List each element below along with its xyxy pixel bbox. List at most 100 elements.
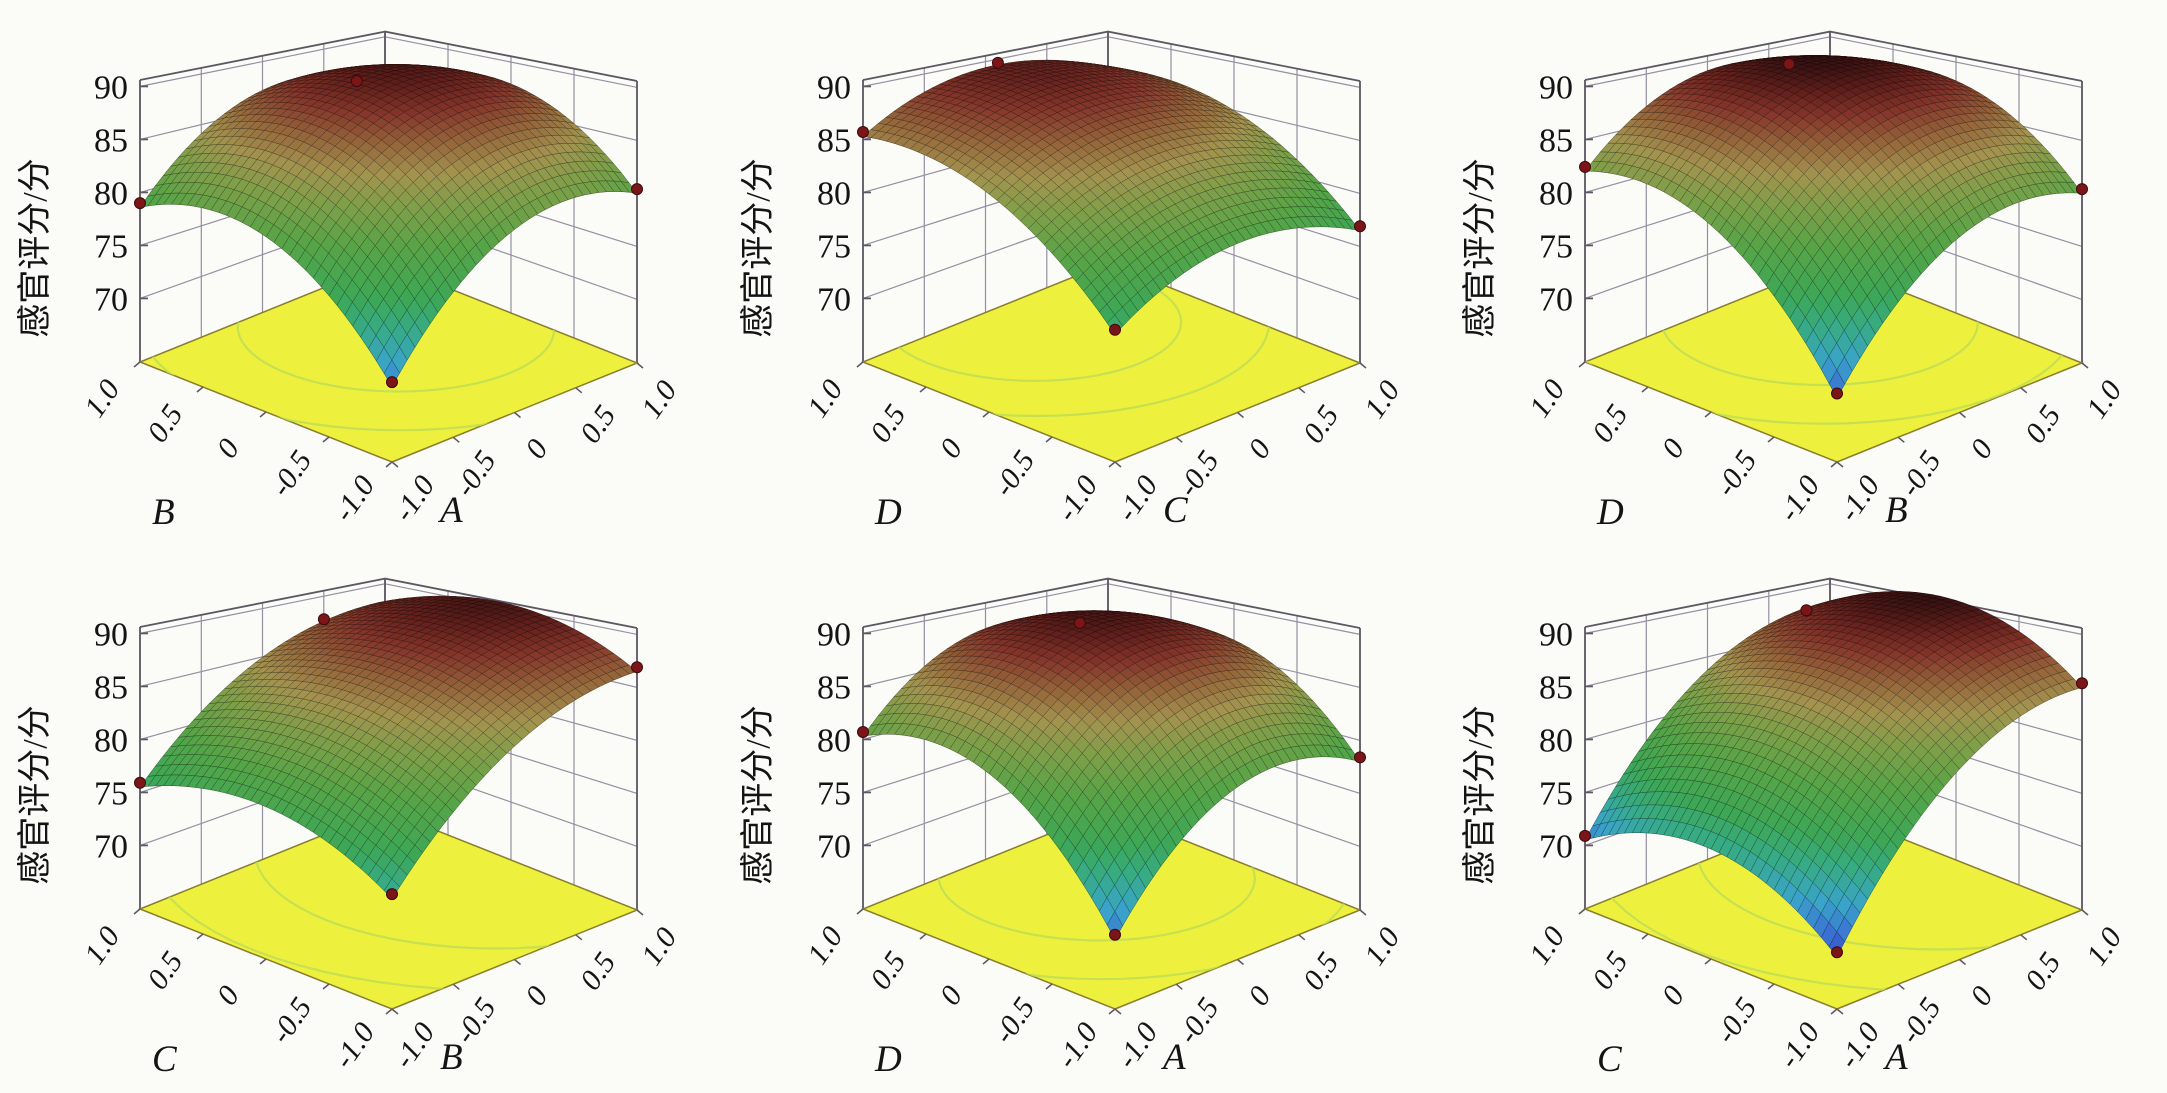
z-tick-label: 80: [94, 722, 128, 759]
design-points: [134, 75, 643, 389]
y-tick-label: -1.0: [1050, 1017, 1104, 1075]
design-point: [2076, 183, 2088, 196]
surface-plot-top-right: 70 75 80 85 90 1.0 -1.0 0.5 -0.5 0 0 -0.5 0.5 -1.0 1.0…: [1445, 0, 2167, 546]
design-point: [1073, 617, 1086, 629]
z-tick-label: 75: [817, 775, 851, 812]
x-axis-letter: B: [440, 1037, 463, 1078]
x-tick-label: -1.0: [1110, 470, 1164, 528]
x-tick-label: -1.0: [1832, 470, 1886, 528]
z-tick-label: 85: [817, 669, 851, 706]
y-tick-label: 0.5: [1586, 946, 1635, 996]
x-axis-letter: A: [437, 490, 463, 531]
x-axis-letter: A: [1160, 1037, 1186, 1078]
surface-plot-top-middle: 70 75 80 85 90 1.0 -1.0 0.5 -0.5 0 0 -0.5 0.5 -1.0 1.0…: [723, 0, 1445, 546]
z-axis: 70 75 80 85 90: [817, 616, 871, 865]
y-axis-letter: D: [874, 1039, 902, 1080]
x-axis-letter: B: [1885, 490, 1908, 531]
y-tick-label: 0: [933, 980, 969, 1011]
design-points: [857, 617, 1366, 941]
z-tick-label: 75: [817, 228, 851, 265]
y-tick-label: -0.5: [1709, 992, 1763, 1050]
x-tick-label: 1.0: [635, 375, 684, 425]
surface-mesh: [139, 595, 638, 899]
z-tick-label: 80: [94, 175, 128, 212]
design-point: [857, 126, 869, 138]
z-tick-label: 70: [817, 281, 851, 318]
surface-mesh: [1584, 55, 2083, 399]
x-axis-letter: A: [1882, 1037, 1908, 1078]
x-tick-label: 0: [1242, 980, 1278, 1011]
z-tick-label: 70: [817, 828, 851, 865]
surface-mesh: [1584, 591, 2083, 958]
y-tick-label: 0.5: [864, 946, 913, 996]
design-point: [1579, 829, 1591, 842]
x-tick-label: 0.5: [2019, 947, 2068, 997]
z-tick-label: 70: [94, 281, 128, 318]
surface-plot-bottom-middle: 70 75 80 85 90 1.0 -1.0 0.5 -0.5 0 0 -0.5 0.5 -1.0 1.0…: [723, 547, 1445, 1093]
design-points: [857, 56, 1366, 336]
design-point: [2076, 677, 2088, 690]
x-tick-label: 0.5: [574, 400, 623, 450]
design-point: [386, 376, 398, 389]
y-tick-label: 0.5: [864, 399, 913, 449]
z-tick-label: 70: [94, 828, 128, 865]
y-tick-label: 1.0: [78, 921, 127, 971]
x-axis-letter: C: [1163, 490, 1189, 531]
design-point: [1800, 604, 1813, 617]
z-tick-label: 85: [94, 122, 128, 159]
x-tick-label: 1.0: [1358, 375, 1407, 425]
z-tick-label: 80: [1539, 722, 1573, 759]
z-axis-title: 感官评分/分: [1461, 158, 1499, 337]
z-axis-title: 感官评分/分: [1461, 705, 1499, 884]
z-axis: 70 75 80 85 90: [94, 69, 148, 318]
z-tick-label: 90: [94, 616, 128, 653]
z-tick-label: 90: [1539, 69, 1573, 106]
y-tick-label: -1.0: [1772, 1017, 1826, 1075]
z-tick-label: 85: [817, 122, 851, 159]
z-tick-label: 70: [1539, 281, 1573, 318]
y-axis-letter: C: [152, 1039, 178, 1080]
y-tick-label: 0: [933, 433, 969, 464]
y-tick-label: 1.0: [78, 374, 127, 424]
design-points: [1579, 604, 2088, 959]
design-point: [631, 661, 643, 674]
y-axis-letter: D: [1596, 492, 1624, 533]
y-tick-label: -0.5: [1709, 445, 1763, 503]
x-tick-label: 1.0: [2080, 922, 2129, 972]
y-tick-label: -1.0: [1772, 470, 1826, 528]
surface-plot-bottom-right: 70 75 80 85 90 1.0 -1.0 0.5 -0.5 0 0 -0.5 0.5 -1.0 1.0…: [1445, 547, 2167, 1093]
z-tick-label: 75: [1539, 775, 1573, 812]
design-point: [857, 726, 869, 738]
y-axis-letter: D: [874, 492, 902, 533]
z-axis-title: 感官评分/分: [16, 705, 54, 884]
x-tick-label: 0.5: [574, 947, 623, 997]
design-point: [1831, 946, 1843, 959]
y-tick-label: -0.5: [264, 445, 318, 503]
surface-plot-bottom-left: 70 75 80 85 90 1.0 -1.0 0.5 -0.5 0 0 -0.5 0.5 -1.0 1.0…: [0, 547, 722, 1093]
y-tick-label: 0: [210, 980, 246, 1011]
z-tick-label: 75: [94, 775, 128, 812]
x-tick-label: 0: [1964, 980, 2000, 1011]
z-axis: 70 75 80 85 90: [1539, 69, 1593, 318]
x-tick-label: -1.0: [1110, 1017, 1164, 1075]
z-tick-label: 90: [817, 616, 851, 653]
x-tick-label: 0: [1242, 433, 1278, 464]
design-point: [1354, 751, 1366, 764]
z-tick-label: 75: [94, 228, 128, 265]
design-point: [991, 56, 1004, 69]
y-tick-label: 1.0: [801, 921, 850, 971]
y-tick-label: 0: [210, 433, 246, 464]
y-tick-label: 0: [1655, 433, 1691, 464]
z-tick-label: 90: [1539, 616, 1573, 653]
x-tick-label: 1.0: [1358, 922, 1407, 972]
z-axis: 70 75 80 85 90: [94, 616, 148, 865]
design-point: [134, 776, 146, 789]
z-tick-label: 85: [94, 669, 128, 706]
z-tick-label: 80: [817, 175, 851, 212]
z-tick-label: 90: [94, 69, 128, 106]
z-axis-title: 感官评分/分: [739, 158, 777, 337]
design-point: [317, 613, 330, 626]
surface-mesh: [862, 610, 1361, 940]
x-tick-label: 0.5: [2019, 400, 2068, 450]
